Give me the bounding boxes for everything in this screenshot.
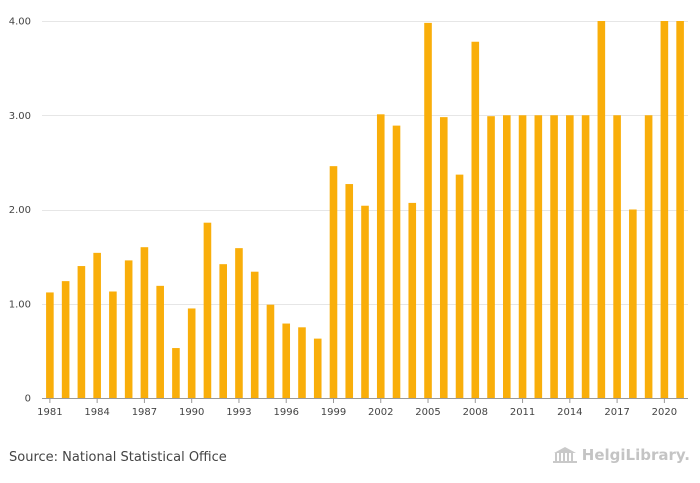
x-tick-label: 1996 [273, 407, 298, 418]
bar-1982 [61, 281, 70, 398]
bar-2005 [424, 22, 432, 398]
x-tick-label: 1981 [37, 407, 62, 418]
bar-2015 [581, 115, 590, 398]
x-tick-label: 2008 [463, 407, 488, 418]
bar-2007 [455, 174, 464, 398]
bar-2016 [597, 21, 606, 398]
bar-1985 [109, 291, 117, 398]
bar-1983 [77, 266, 86, 398]
bar-1991 [203, 222, 212, 398]
bar-1994 [250, 271, 259, 398]
logo-text: HelgiLibrary. [581, 446, 690, 464]
bar-chart: 01.002.003.004.00 1981 1984 1987 1990 1993 19… [9, 17, 688, 418]
bar-1992 [219, 264, 227, 398]
x-tick-label: 2020 [652, 407, 677, 418]
x-tick-label: 1984 [84, 407, 109, 418]
bar-1981 [46, 292, 54, 398]
bar-2000 [345, 184, 354, 398]
bar-1996 [282, 323, 291, 398]
x-tick-label: 2011 [510, 407, 535, 418]
bar-1998 [313, 338, 322, 398]
x-tick-label: 2017 [604, 407, 629, 418]
bar-1997 [298, 327, 306, 398]
bar-2003 [392, 125, 401, 399]
bar-2013 [550, 115, 558, 398]
bar-2001 [361, 205, 369, 398]
bar-2018 [629, 209, 637, 398]
x-axis [42, 398, 688, 403]
y-tick-label: 1.00 [9, 299, 31, 310]
bar-2020 [660, 21, 669, 398]
bar-1984 [93, 252, 101, 398]
bar-2017 [613, 115, 621, 398]
bar-1989 [172, 348, 180, 398]
y-tick-label: 2.00 [9, 205, 31, 216]
x-tick-label: 1990 [179, 407, 204, 418]
library-building-icon [552, 447, 577, 463]
y-tick-label: 0 [25, 394, 31, 405]
bar-1995 [266, 304, 275, 398]
x-axis-labels: 1981 1984 1987 1990 1993 1996 1999 2002 2005 2008… [37, 407, 677, 418]
bar-2009 [487, 116, 495, 398]
bars [46, 21, 684, 399]
bar-2010 [503, 115, 511, 398]
x-tick-label: 2014 [557, 407, 582, 418]
x-tick-label: 1999 [321, 407, 346, 418]
y-axis-labels: 0 1.00 2.00 3.00 4.00 [9, 17, 31, 405]
bar-2019 [644, 115, 653, 398]
bar-2006 [439, 117, 448, 398]
bar-2021 [676, 21, 684, 398]
source-note: Source: National Statistical Office [9, 450, 227, 465]
bar-1988 [156, 285, 164, 398]
y-tick-label: 3.00 [9, 111, 31, 122]
x-tick-label: 1987 [132, 407, 157, 418]
bar-2014 [566, 115, 574, 398]
bar-1987 [140, 247, 149, 398]
bar-2004 [408, 202, 417, 398]
bar-1999 [329, 166, 338, 398]
x-tick-label: 2005 [415, 407, 440, 418]
bar-1990 [187, 308, 196, 398]
bar-1993 [235, 248, 243, 398]
bar-2002 [376, 114, 385, 398]
bar-2012 [534, 115, 543, 398]
x-tick-label: 1993 [226, 407, 251, 418]
helgilibrary-logo[interactable]: HelgiLibrary. [552, 446, 690, 464]
bar-1986 [124, 260, 133, 398]
x-tick-label: 2002 [368, 407, 393, 418]
bar-2008 [471, 41, 480, 399]
y-tick-label: 4.00 [9, 17, 31, 28]
bar-2011 [518, 115, 527, 398]
